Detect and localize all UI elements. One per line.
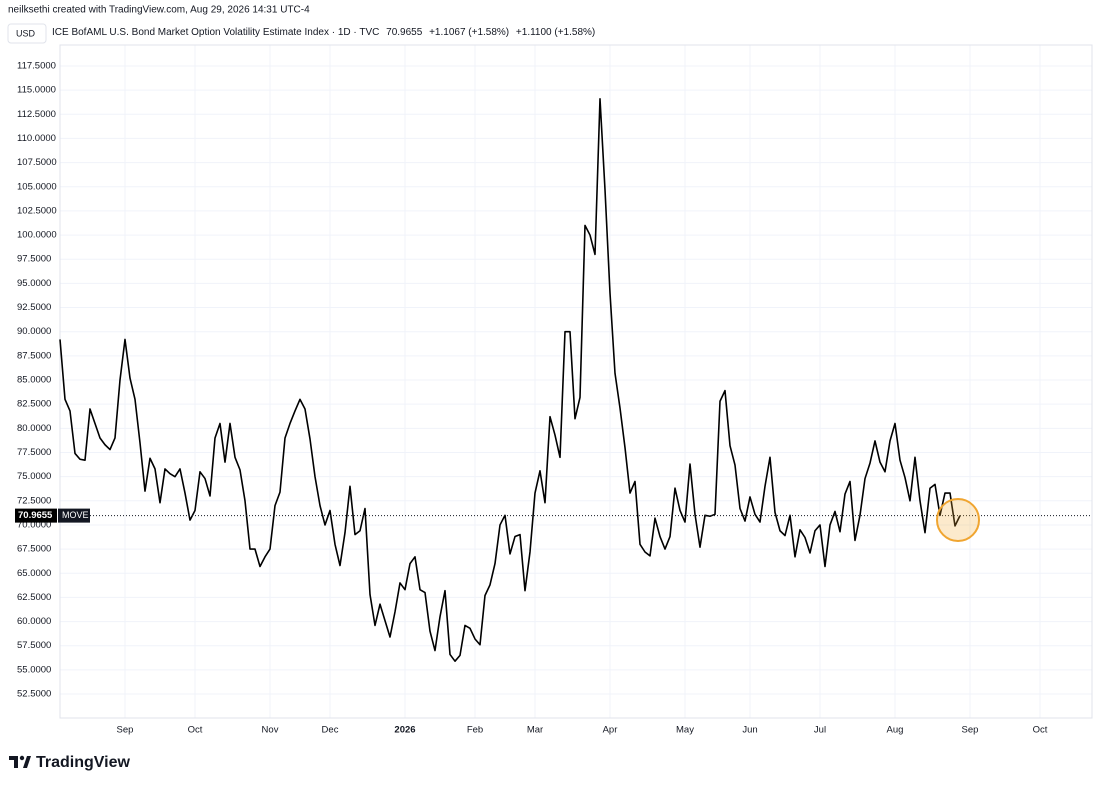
y-tick-label: 77.5000 <box>17 447 51 458</box>
x-tick-label: Aug <box>887 725 904 736</box>
brand: TradingView <box>36 754 131 771</box>
x-tick-label: Nov <box>262 725 279 736</box>
series-line <box>59 98 961 662</box>
logo: TradingView <box>9 754 131 771</box>
last-price-label: 70.9655 <box>18 510 53 521</box>
logo-mark <box>9 756 18 768</box>
y-tick-label: 57.5000 <box>17 640 51 651</box>
x-tick-label: Oct <box>1033 725 1048 736</box>
y-tick-label: 85.0000 <box>17 375 51 386</box>
y-tick-label: 72.5000 <box>17 495 51 506</box>
y-tick-label: 112.5000 <box>17 109 56 120</box>
x-tick-label: 2026 <box>394 725 415 736</box>
y-tick-label: 105.0000 <box>17 181 57 192</box>
y-tick-label: 87.5000 <box>17 350 51 361</box>
legend-symbol: ICE BofAML U.S. Bond Market Option Volat… <box>52 27 379 38</box>
x-tick-label: Jun <box>742 725 757 736</box>
legend-change-alt: +1.1100 (+1.58%) <box>516 27 595 38</box>
y-tick-label: 60.0000 <box>17 616 51 627</box>
currency-box[interactable] <box>7 23 47 44</box>
y-tick-label: 82.5000 <box>17 399 51 410</box>
y-tick-label: 110.0000 <box>17 133 56 144</box>
currency[interactable]: USD <box>16 28 36 38</box>
plot-frame <box>59 44 1093 719</box>
y-tick-label: 65.0000 <box>17 568 51 579</box>
legend-price: 70.9655 <box>386 27 423 38</box>
y-tick-label: 55.0000 <box>17 664 51 675</box>
y-tick-label: 62.5000 <box>17 592 51 603</box>
y-tick-label: 97.5000 <box>17 254 51 265</box>
x-tick-label: Sep <box>962 725 979 736</box>
legend-change: +1.1067 (+1.58%) <box>429 27 509 38</box>
series-name-box <box>58 508 90 523</box>
y-tick-label: 92.5000 <box>17 302 51 313</box>
y-tick-label: 90.0000 <box>17 326 51 337</box>
series-layer <box>59 98 1092 662</box>
x-tick-label: Feb <box>467 725 483 736</box>
y-tick-label: 107.5000 <box>17 157 57 168</box>
y-tick-label: 67.5000 <box>17 544 51 555</box>
grid <box>60 45 1092 718</box>
legend: ICE BofAML U.S. Bond Market Option Volat… <box>52 27 595 38</box>
x-tick-label: Apr <box>603 725 618 736</box>
y-tick-label: 95.0000 <box>17 278 51 289</box>
labels: 52.5000 55.0000 57.5000 60.0000 62.5000 65.00… <box>15 60 1048 736</box>
y-tick-label: 117.5000 <box>17 60 56 71</box>
x-tick-label: Mar <box>527 725 543 736</box>
y-tick-label: 52.5000 <box>17 689 51 700</box>
y-tick-label: 102.5000 <box>17 205 57 216</box>
series-name-label: MOVE <box>62 510 89 520</box>
logo-dot <box>19 755 25 761</box>
credit: neilksethi created with TradingView.com,… <box>8 5 310 16</box>
y-tick-label: 75.0000 <box>17 471 51 482</box>
x-tick-label: Jul <box>814 725 826 736</box>
logo-mark <box>23 756 31 768</box>
y-tick-label: 70.0000 <box>17 519 51 530</box>
x-tick-label: Sep <box>117 725 134 736</box>
y-tick-label: 80.0000 <box>17 423 51 434</box>
y-tick-label: 100.0000 <box>17 230 57 241</box>
highlight-circle <box>936 498 980 542</box>
x-tick-label: Oct <box>188 725 203 736</box>
x-tick-label: Dec <box>322 725 339 736</box>
last-price-box <box>15 508 57 523</box>
x-tick-label: May <box>676 725 694 736</box>
y-tick-label: 115.0000 <box>17 85 56 96</box>
